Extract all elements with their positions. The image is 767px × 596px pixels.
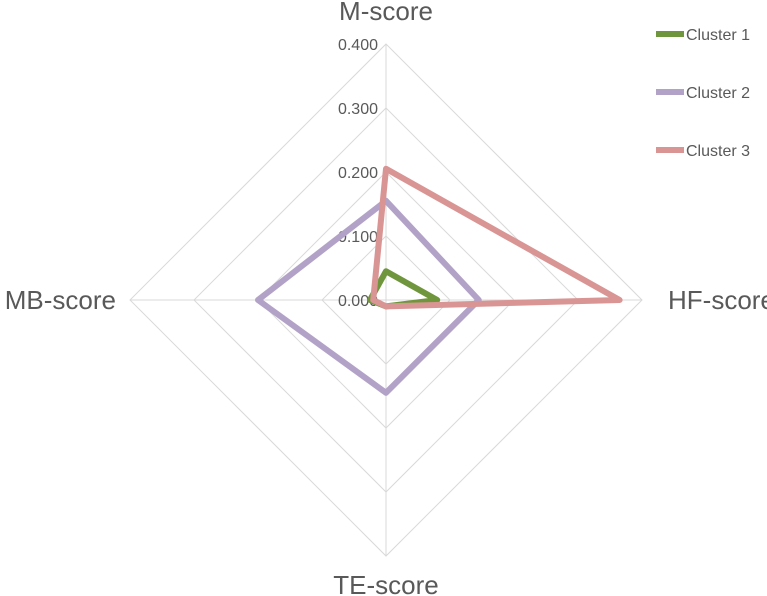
legend-label-cluster-2: Cluster 2 [686,85,750,102]
legend-label-cluster-3: Cluster 3 [686,143,750,160]
tick-label: 0.000 [338,293,378,310]
tick-label: 0.200 [338,165,378,182]
axis-labels: M-score HF-score TE-score MB-score [5,0,767,596]
axis-label-te-score: TE-score [333,570,438,596]
series-line-cluster-3 [370,165,623,310]
legend-label-cluster-1: Cluster 1 [686,27,750,44]
tick-label: 0.300 [338,101,378,118]
axis-label-hf-score: HF-score [668,285,767,315]
axis-label-mb-score: MB-score [5,285,116,315]
axis-label-m-score: M-score [339,0,433,26]
tick-label: 0.400 [338,37,378,54]
radar-series [255,165,623,396]
series-line-cluster-2 [255,197,482,396]
legend: Cluster 1 Cluster 2 Cluster 3 [656,27,750,160]
